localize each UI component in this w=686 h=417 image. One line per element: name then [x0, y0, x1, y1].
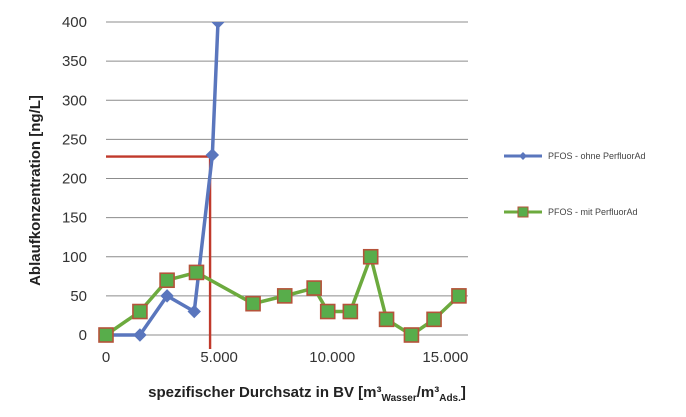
legend-label: PFOS - mit PerfluorAd	[548, 207, 638, 217]
data-point-square	[451, 288, 467, 304]
data-point-square	[245, 295, 261, 312]
data-point-square	[426, 311, 442, 328]
data-point-square	[306, 280, 322, 296]
data-point-diamond	[133, 328, 147, 342]
data-point-square	[188, 264, 205, 281]
legend-swatch-marker	[519, 152, 527, 160]
x-tick-label: 10.000	[309, 349, 355, 366]
data-point-square	[362, 248, 379, 265]
legend-item-1: PFOS - ohne PerfluorAd	[504, 151, 646, 161]
data-point-square	[132, 303, 148, 320]
x-tick-label: 15.000	[422, 349, 468, 366]
y-tick-label: 100	[62, 249, 87, 266]
legend-swatch-marker	[517, 206, 529, 218]
y-tick-label: 250	[62, 131, 87, 148]
data-point-square	[98, 327, 114, 343]
y-tick-label: 350	[62, 53, 87, 70]
x-axis-title-part: Wasser	[382, 393, 417, 404]
x-tick-label: 5.000	[200, 349, 238, 366]
x-axis-title-part: /m³	[417, 384, 440, 401]
x-tick-label: 0	[102, 349, 110, 366]
x-axis-title-part: spezifischer Durchsatz in BV [m³	[148, 384, 381, 401]
data-point-square	[342, 303, 359, 320]
data-point-square	[276, 288, 293, 304]
data-point-diamond	[160, 289, 174, 303]
y-tick-label: 0	[79, 327, 87, 344]
legend-item-2: PFOS - mit PerfluorAd	[504, 206, 638, 218]
threshold-annotation-line	[106, 155, 212, 349]
data-point-diamond	[211, 22, 225, 29]
data-point-diamond	[187, 304, 201, 319]
y-tick-label: 300	[62, 92, 87, 109]
x-axis-title-part: Ads.	[439, 393, 461, 404]
x-axis-title: spezifischer Durchsatz in BV [m³Wasser/m…	[148, 384, 466, 404]
data-point-square	[319, 303, 336, 320]
data-point-square	[159, 272, 175, 289]
data-point-diamond	[205, 148, 220, 162]
series-group	[98, 22, 467, 343]
series-2	[98, 248, 467, 343]
legend-label: PFOS - ohne PerfluorAd	[548, 151, 646, 161]
y-tick-label: 50	[70, 288, 87, 305]
x-axis-title-part: ]	[461, 384, 466, 401]
y-tick-label: 400	[62, 14, 87, 31]
y-axis-title: Ablaufkonzentration [ng/L]	[27, 95, 44, 286]
y-tick-label: 200	[62, 171, 87, 188]
data-point-square	[403, 327, 420, 343]
data-point-square	[378, 311, 395, 328]
y-tick-label: 150	[62, 210, 87, 227]
